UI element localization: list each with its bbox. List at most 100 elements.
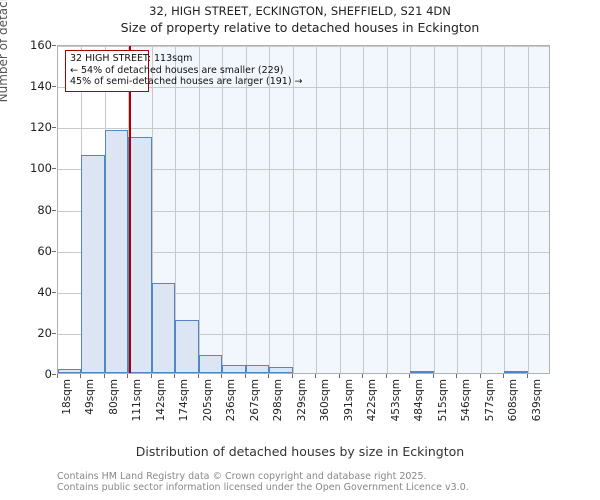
gridline-x-18 (480, 46, 482, 373)
histogram-bar (175, 319, 199, 373)
y-tick-label: 160 (30, 38, 52, 52)
annotation-property-size: 32 HIGH STREET: 113sqm (70, 53, 193, 64)
x-tick-mark (57, 374, 58, 378)
gridline-x-7 (222, 46, 224, 373)
x-tick-label: 515sqm (436, 379, 449, 422)
y-tick-label: 100 (30, 161, 52, 176)
y-tick-mark (52, 250, 56, 252)
x-tick-mark (385, 374, 387, 378)
histogram-bar (151, 282, 176, 373)
x-tick-mark (479, 374, 481, 378)
annotation-larger-share: 45% of semi-detached houses are larger (… (70, 76, 303, 88)
x-tick-mark (268, 374, 270, 378)
gridline-x-6 (198, 46, 200, 373)
x-tick-label: 422sqm (366, 379, 379, 422)
gridline-y-20 (58, 333, 549, 335)
x-tick-label: 111sqm (131, 379, 144, 422)
x-tick-mark (526, 374, 528, 378)
footer-line-2: Contains public sector information licen… (57, 482, 469, 493)
gridline-y-140 (58, 87, 549, 89)
chart-title: 32, HIGH STREET, ECKINGTON, SHEFFIELD, S… (149, 4, 451, 18)
y-tick-mark (52, 291, 56, 293)
x-tick-mark (244, 374, 246, 378)
y-tick-label: 0 (44, 367, 52, 381)
histogram-bars (58, 46, 549, 373)
y-tick-mark (52, 127, 56, 129)
x-tick-mark (103, 374, 105, 378)
gridline-y-160 (58, 46, 549, 47)
x-tick-mark (432, 374, 434, 378)
histogram-bar (128, 136, 152, 373)
x-tick-mark (174, 374, 176, 378)
gridline-x-9 (269, 46, 271, 373)
chart-subtitle: Size of property relative to detached ho… (120, 20, 480, 35)
histogram-bar (222, 364, 246, 373)
x-tick-label: 267sqm (248, 379, 261, 422)
gridline-y-80 (58, 210, 549, 212)
gridline-x-19 (504, 46, 506, 373)
gridline-x-5 (175, 46, 177, 373)
x-tick-label: 608sqm (507, 379, 520, 422)
gridline-x-16 (433, 46, 435, 373)
y-tick-mark (52, 168, 56, 170)
x-tick-mark (80, 374, 82, 378)
x-axis-title: Distribution of detached houses by size … (135, 444, 465, 459)
x-tick-label: 298sqm (272, 379, 285, 422)
x-tick-mark (338, 374, 340, 378)
histogram-bar (410, 370, 434, 373)
gridline-x-4 (151, 46, 153, 373)
y-tick-label: 140 (30, 79, 52, 94)
histogram-bar (198, 354, 223, 373)
gridline-y-100 (58, 169, 549, 171)
gridline-x-12 (339, 46, 341, 373)
y-tick-label: 60 (37, 243, 52, 258)
x-tick-label: 577sqm (483, 379, 496, 422)
subject-property-marker-line (128, 46, 131, 373)
gridline-x-13 (363, 46, 365, 373)
x-tick-mark (315, 374, 317, 378)
gridline-x-20 (527, 46, 529, 373)
x-tick-label: 546sqm (460, 379, 473, 422)
annotation-smaller-share: ← 54% of detached houses are smaller (22… (70, 64, 283, 76)
x-tick-mark (503, 374, 505, 378)
x-tick-mark (127, 374, 129, 378)
x-tick-label: 174sqm (178, 379, 191, 422)
histogram-bar (504, 370, 528, 373)
x-tick-label: 329sqm (295, 379, 308, 422)
gridline-x-15 (410, 46, 412, 373)
attribution-footer: Contains HM Land Registry data © Crown c… (57, 471, 597, 493)
histogram-bar (104, 130, 129, 373)
plot-area (57, 45, 550, 374)
y-tick-mark (52, 332, 56, 334)
gridline-x-8 (245, 46, 247, 373)
subject-property-annotation: 32 HIGH STREET: 113sqm ← 54% of detached… (65, 50, 303, 92)
gridline-x-10 (292, 46, 294, 373)
histogram-bar (245, 364, 270, 373)
histogram-bar (58, 368, 82, 373)
gridline-y-60 (58, 251, 549, 253)
x-tick-mark (150, 374, 152, 378)
gridline-y-40 (58, 292, 549, 294)
y-axis-ticks: 0 20 40 60 80 100 120 140 160 (0, 0, 56, 500)
x-tick-label: 205sqm (201, 379, 214, 422)
x-tick-label: 391sqm (342, 379, 355, 422)
y-tick-label: 120 (30, 120, 52, 135)
y-tick-label: 20 (37, 325, 52, 340)
gridline-x-11 (316, 46, 318, 373)
y-tick-mark (52, 86, 56, 88)
y-tick-mark (52, 45, 56, 46)
x-tick-label: 80sqm (107, 379, 120, 415)
x-tick-mark (197, 374, 199, 378)
gridline-x-14 (386, 46, 388, 373)
gridline-x-17 (457, 46, 459, 373)
x-tick-mark (221, 374, 223, 378)
histogram-bar (269, 366, 293, 373)
gridline-y-120 (58, 128, 549, 130)
x-tick-label: 18sqm (61, 379, 73, 415)
x-tick-mark (362, 374, 364, 378)
y-tick-mark (52, 374, 56, 375)
x-tick-label: 49sqm (84, 379, 97, 415)
x-tick-mark (291, 374, 293, 378)
